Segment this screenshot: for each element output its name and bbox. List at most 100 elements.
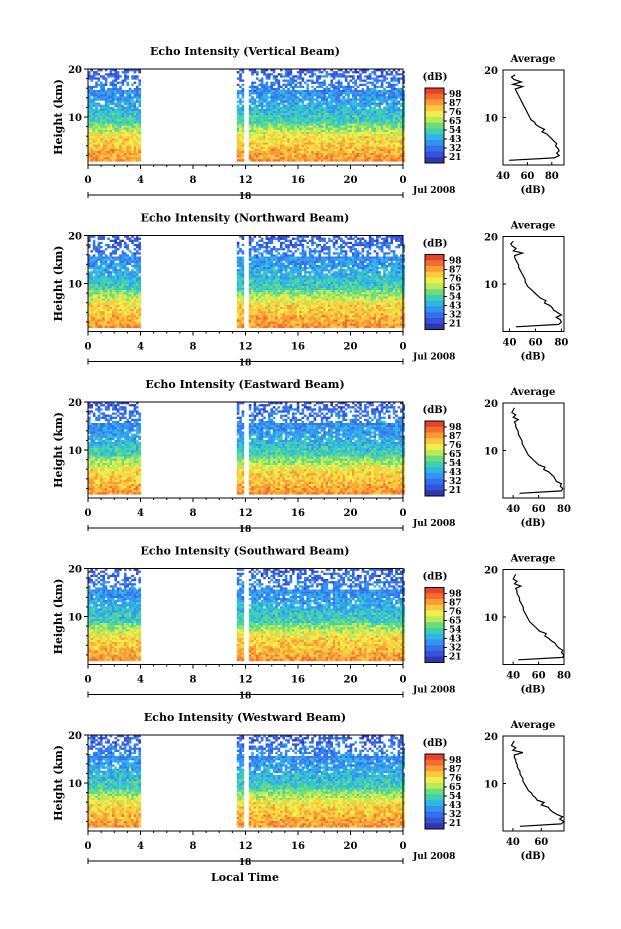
heatmap-cell [121,136,125,139]
heatmap-cell [102,94,105,97]
heatmap-cell [258,269,261,272]
heatmap-cell [260,262,264,266]
heatmap-cell [121,121,125,124]
heatmap-cell [268,157,271,160]
heatmap-cell [119,146,122,149]
heatmap-cell [364,146,367,149]
heatmap-cell [114,250,117,253]
heatmap-cell [107,144,110,147]
heatmap-cell [268,153,271,156]
heatmap-cell [289,153,293,156]
heatmap-cell [352,96,355,99]
heatmap-cell [299,144,302,147]
heatmap-cell [282,123,285,126]
heatmap-cell [248,94,252,97]
heatmap-cell [400,73,403,76]
heatmap-cell [260,273,264,276]
heatmap-cell [104,256,108,259]
heatmap-cell [364,108,367,112]
heatmap-cell [378,155,381,158]
heatmap-cell [265,296,269,299]
heatmap-cell [112,142,115,145]
heatmap-cell [107,283,110,287]
heatmap-cell [385,85,389,89]
heatmap-cell [347,142,350,145]
heatmap-cell [97,256,101,259]
heatmap-cell [308,123,312,126]
heatmap-cell [354,136,357,139]
heatmap-cell [100,298,103,301]
heatmap-cell [88,159,91,162]
heatmap-cell [256,300,259,303]
heatmap-cell [251,159,254,162]
heatmap-cell [277,85,281,89]
heatmap-cell [126,121,129,124]
heatmap-cell [364,79,367,82]
heatmap-cell [301,85,305,89]
heatmap-cell [328,106,331,110]
heatmap-cell [330,136,333,139]
heatmap-cell [133,111,137,114]
heatmap-cell [270,313,273,316]
heatmap-cell [330,90,333,93]
heatmap-cell [100,92,103,95]
heatmap-cell [352,146,355,149]
heatmap-cell [114,140,117,143]
heatmap-cell [376,102,379,105]
heatmap-cell [340,140,343,143]
heatmap-cell [313,159,317,162]
heatmap-cell [114,304,117,308]
heatmap-cell [260,121,264,124]
heatmap-cell [92,296,96,299]
heatmap-cell [241,279,245,282]
heatmap-cell [121,300,125,303]
heatmap-cell [102,87,105,91]
heatmap-cell [263,311,266,314]
heatmap-cell [95,246,98,249]
heatmap-cell [311,111,314,114]
heatmap-cell [97,315,101,318]
heatmap-cell [332,153,336,156]
heatmap-cell [124,243,127,247]
heatmap-cell [284,121,288,124]
heatmap-cell [395,136,398,139]
heatmap-cell [138,241,141,245]
heatmap-cell [121,79,125,82]
heatmap-cell [260,140,264,143]
heatmap-cell [256,279,259,282]
heatmap-cell [112,321,115,324]
heatmap-cell [340,106,343,110]
heatmap-cell [284,92,288,95]
heatmap-cell [330,106,333,110]
heatmap-cell [272,271,276,274]
heatmap-cell [400,150,403,154]
heatmap-cell [289,132,293,135]
heatmap-cell [97,121,101,124]
heatmap-cell [275,279,278,282]
heatmap-cell [320,92,324,95]
heatmap-cell [239,317,242,320]
heatmap-cell [289,146,293,149]
heatmap-cell [114,90,117,93]
heatmap-cell [260,277,264,280]
heatmap-cell [311,73,314,76]
heatmap-cell [349,140,353,143]
heatmap-cell [253,157,257,160]
heatmap-cell [325,100,329,103]
heatmap-cell [280,100,283,103]
heatmap-cell [402,121,405,124]
heatmap-cell [131,90,134,93]
heatmap-cell [107,90,110,93]
heatmap-cell [352,77,355,80]
heatmap-cell [138,309,141,312]
heatmap-cell [263,104,266,107]
heatmap-cell [284,140,288,143]
heatmap-cell [109,159,113,162]
heatmap-cell [97,264,101,268]
heatmap-cell [402,79,405,82]
heatmap-cell [340,119,343,122]
heatmap-cell [239,311,242,314]
heatmap-cell [133,104,137,107]
heatmap-cell [316,102,319,105]
heatmap-cell [256,298,259,301]
